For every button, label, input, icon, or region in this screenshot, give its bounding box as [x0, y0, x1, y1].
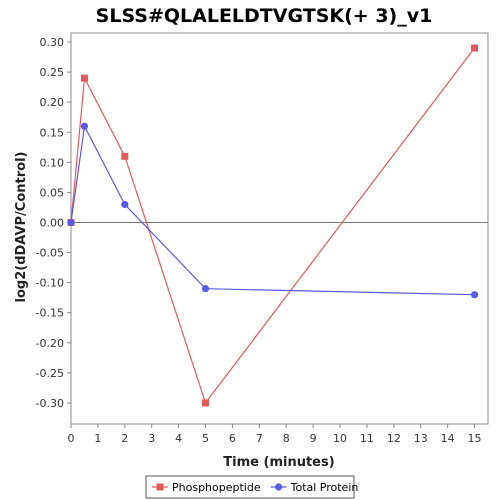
- y-tick-label: 0.05: [40, 186, 65, 199]
- data-point-0: [80, 74, 88, 82]
- data-point-1: [67, 218, 75, 227]
- y-tick-label: 0.25: [40, 66, 65, 79]
- x-tick-label: 7: [256, 432, 263, 445]
- x-tick-label: 11: [360, 432, 374, 445]
- y-tick-label: 0.20: [40, 96, 65, 109]
- legend-marker-0: [156, 483, 164, 491]
- data-point-1: [470, 291, 479, 299]
- plot-frame: [70, 32, 489, 425]
- plot-area: -0.30 -0.25 -0.20 -0.15 -0.10 -0.05 0.00 0.05 0.…: [36, 32, 489, 445]
- x-tick-label: 5: [202, 432, 209, 445]
- x-tick-label: 10: [333, 432, 347, 445]
- legend-box: [145, 475, 355, 499]
- x-tick-label: 15: [468, 432, 482, 445]
- y-tick-label: 0.00: [40, 216, 65, 229]
- x-axis-label: Time (minutes): [223, 455, 334, 470]
- legend: Phosphopeptide Total Protein: [145, 475, 359, 499]
- y-tick-label: -0.20: [36, 337, 64, 350]
- y-tick-label: -0.15: [36, 307, 64, 320]
- x-tick-label: 4: [175, 432, 182, 445]
- y-tick-label: 0.15: [40, 126, 65, 139]
- y-tick-label: -0.05: [36, 247, 64, 260]
- x-tick-label: 2: [121, 432, 128, 445]
- x-tick-label: 14: [441, 432, 455, 445]
- y-tick-label: 0.30: [40, 36, 65, 49]
- legend-label-1: Total Protein: [290, 481, 359, 494]
- data-point-0: [121, 152, 129, 160]
- x-tick-label: 1: [94, 432, 101, 445]
- y-tick-label: -0.10: [36, 277, 64, 290]
- data-point-1: [80, 122, 89, 130]
- y-tick-label: -0.30: [36, 397, 64, 410]
- data-point-0: [471, 44, 479, 52]
- data-point-1: [121, 200, 129, 209]
- x-tick-label: 8: [283, 432, 290, 445]
- x-tick-label: 0: [68, 432, 75, 445]
- y-tick-label: 0.10: [40, 156, 65, 169]
- x-tick-label: 6: [229, 432, 236, 445]
- x-tick-label: 3: [148, 432, 155, 445]
- chart-title: SLSS#QLALELDTVGTSK(+ 3)_v1: [96, 5, 433, 27]
- x-tick-label: 9: [310, 432, 317, 445]
- x-tick-label: 13: [414, 432, 428, 445]
- data-point-0: [202, 399, 210, 407]
- legend-label-0: Phosphopeptide: [172, 481, 261, 494]
- x-tick-label: 12: [387, 432, 401, 445]
- y-tick-label: -0.25: [36, 367, 64, 380]
- data-point-1: [201, 285, 210, 293]
- legend-marker-1: [275, 483, 283, 491]
- y-axis-label: log2(dDAVP/Control): [14, 152, 29, 303]
